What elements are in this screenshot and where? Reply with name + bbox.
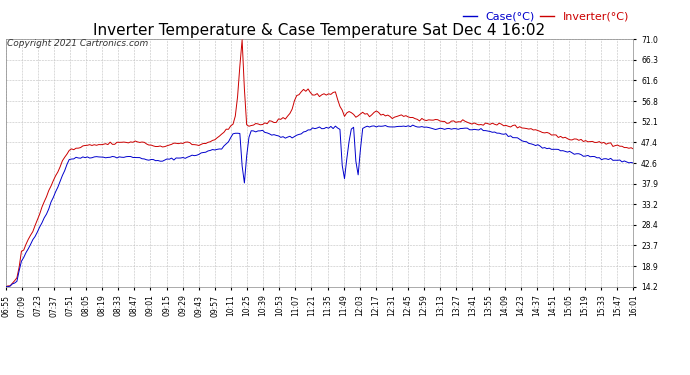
Text: Copyright 2021 Cartronics.com: Copyright 2021 Cartronics.com [7, 39, 148, 48]
Legend: Case(°C), Inverter(°C): Case(°C), Inverter(°C) [459, 7, 633, 26]
Title: Inverter Temperature & Case Temperature Sat Dec 4 16:02: Inverter Temperature & Case Temperature … [93, 23, 546, 38]
